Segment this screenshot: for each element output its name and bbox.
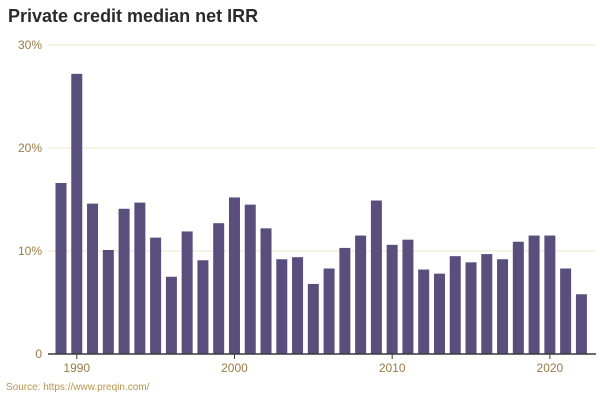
bar-2021: [560, 268, 572, 354]
bar-1990: [71, 73, 83, 354]
bar-2015: [465, 262, 477, 354]
y-tick-label-30: 30%: [18, 38, 42, 52]
bar-2011: [402, 239, 414, 354]
bar-2020: [544, 235, 556, 354]
bar-2005: [307, 283, 319, 354]
bar-2006: [323, 268, 335, 354]
bar-2008: [355, 235, 367, 354]
bar-2000: [228, 197, 240, 354]
bar-1991: [87, 203, 99, 354]
source-note: Source: https://www.preqin.com/: [6, 382, 150, 393]
bar-2014: [449, 256, 461, 354]
bar-2002: [260, 228, 272, 354]
gridlines: [48, 44, 596, 252]
bar-2012: [418, 269, 430, 354]
x-tick-label-2020: 2020: [537, 361, 564, 375]
bar-2017: [497, 259, 509, 354]
bar-2004: [292, 257, 304, 354]
chart-title: Private credit median net IRR: [8, 6, 259, 26]
bar-1997: [181, 231, 193, 354]
bar-1999: [213, 223, 225, 354]
bar-1989: [55, 183, 67, 354]
bar-2018: [512, 241, 524, 354]
bar-2016: [481, 254, 493, 354]
x-tick-label-2010: 2010: [379, 361, 406, 375]
y-tick-label-20: 20%: [18, 141, 42, 155]
bar-1994: [134, 202, 146, 354]
bar-1995: [150, 237, 162, 354]
x-tick-label-1990: 1990: [63, 361, 90, 375]
bar-1992: [102, 249, 114, 354]
x-tick-label-2000: 2000: [221, 361, 248, 375]
y-tick-label-0: 0: [35, 347, 42, 361]
bar-1996: [165, 276, 177, 354]
y-tick-label-10: 10%: [18, 244, 42, 258]
bar-2013: [433, 273, 445, 354]
bar-2009: [370, 200, 382, 354]
bar-2001: [244, 204, 256, 354]
bar-2019: [528, 235, 540, 354]
bar-2003: [276, 259, 288, 354]
bar-1993: [118, 208, 130, 354]
bar-2007: [339, 247, 351, 354]
bar-2022: [575, 294, 587, 354]
axes: 0 10% 20% 30% 1990 2000 2010 2020: [18, 38, 596, 375]
bars: [55, 73, 587, 354]
bar-1998: [197, 260, 209, 354]
bar-2010: [386, 244, 398, 354]
